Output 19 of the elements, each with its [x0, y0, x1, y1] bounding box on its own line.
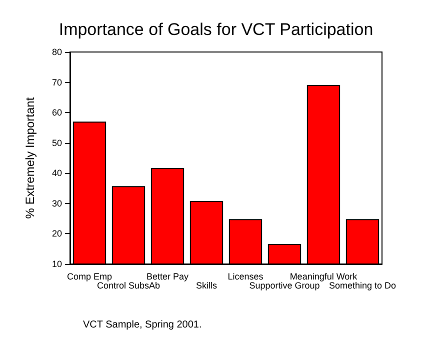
y-tick-label: 30: [52, 198, 62, 208]
x-tick-label: Better Pay: [146, 272, 190, 282]
chart-title: Importance of Goals for VCT Participation: [58, 20, 374, 39]
y-tick-label: 40: [52, 168, 62, 178]
y-axis-title: % Extremely Important: [23, 96, 37, 219]
y-tick-label: 80: [52, 47, 62, 57]
x-tick-label: Supportive Group: [249, 280, 320, 290]
x-tick-label: Licenses: [228, 272, 264, 282]
x-tick-label: Comp Emp: [66, 272, 112, 282]
y-tick-label: 20: [52, 228, 62, 239]
x-tick-label: Control SubsAb: [96, 280, 160, 290]
x-tick-label: Meaningful Work: [290, 272, 358, 282]
text: VCT Sample, Spring 2001.: [83, 320, 202, 330]
y-tick-label: 60: [52, 108, 62, 118]
x-tick-label: Something to Do: [328, 280, 396, 290]
x-tick-label: Skills: [196, 280, 218, 290]
y-tick-label: 70: [52, 77, 62, 88]
y-tick-label: 10: [52, 259, 62, 269]
y-tick-label: 50: [52, 138, 62, 148]
